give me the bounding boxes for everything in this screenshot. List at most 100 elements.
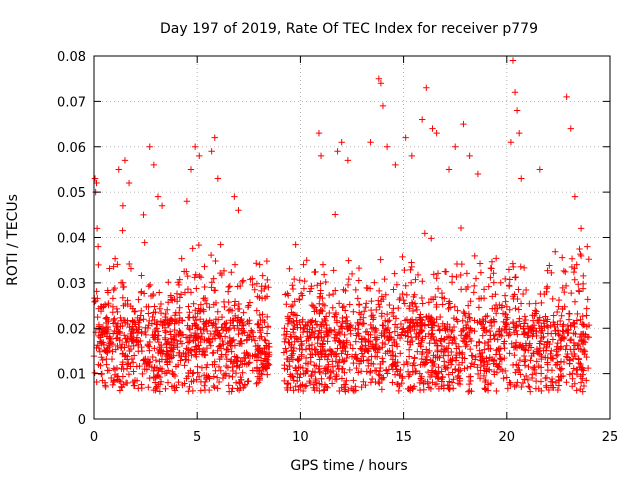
data-point	[197, 338, 204, 346]
data-point	[113, 305, 121, 313]
data-point	[138, 347, 146, 355]
data-point	[114, 342, 121, 350]
data-point	[317, 343, 325, 350]
data-point	[186, 383, 193, 391]
data-point	[472, 275, 480, 282]
data-point	[349, 345, 357, 352]
data-point	[482, 386, 489, 393]
data-point	[159, 318, 167, 326]
data-point	[554, 339, 561, 347]
data-point	[94, 243, 102, 250]
data-point	[280, 349, 288, 356]
data-point	[429, 379, 436, 386]
data-point	[375, 75, 383, 82]
data-point	[536, 314, 543, 321]
data-point	[175, 309, 183, 316]
data-point	[564, 354, 572, 361]
data-point	[570, 355, 577, 363]
data-point	[454, 307, 461, 314]
data-point	[131, 318, 138, 326]
data-point	[570, 339, 578, 347]
data-point	[259, 272, 266, 279]
data-point	[547, 350, 554, 358]
data-point	[243, 361, 250, 368]
data-point	[114, 261, 121, 268]
data-point	[501, 344, 508, 352]
data-point	[297, 341, 305, 349]
data-point	[467, 363, 474, 370]
data-point	[368, 353, 375, 360]
data-point	[156, 346, 163, 353]
data-point	[191, 274, 198, 281]
data-point	[162, 385, 169, 392]
data-point	[302, 382, 310, 389]
data-point	[210, 349, 217, 356]
data-point	[417, 311, 424, 318]
data-point	[385, 337, 392, 344]
data-point	[191, 329, 199, 337]
data-point	[266, 343, 273, 351]
data-point	[209, 322, 216, 329]
data-point	[316, 380, 323, 387]
data-point	[577, 316, 584, 323]
data-point	[370, 345, 377, 352]
data-point	[560, 358, 568, 366]
data-point	[263, 293, 271, 300]
data-point	[238, 340, 246, 347]
data-point	[215, 331, 222, 338]
data-point	[531, 364, 538, 371]
data-point	[577, 252, 585, 260]
data-point	[418, 116, 426, 123]
data-point	[353, 364, 360, 372]
data-point	[261, 351, 269, 358]
data-point	[460, 120, 467, 128]
data-point	[254, 346, 261, 353]
data-point	[124, 353, 131, 360]
data-point	[492, 255, 500, 262]
data-point	[192, 313, 199, 321]
data-point	[568, 255, 576, 262]
data-point	[427, 335, 435, 342]
data-point	[238, 325, 246, 332]
data-point	[484, 381, 492, 388]
data-point	[151, 303, 158, 310]
data-point	[466, 152, 473, 160]
data-point	[332, 358, 340, 365]
data-point	[390, 336, 398, 344]
data-point	[124, 300, 131, 308]
data-point	[504, 385, 512, 392]
data-point	[151, 345, 158, 352]
data-point	[283, 300, 290, 308]
data-point	[294, 324, 301, 331]
data-point	[376, 380, 383, 387]
data-point	[328, 380, 336, 387]
data-point	[214, 327, 221, 334]
data-point	[287, 303, 295, 310]
data-point	[503, 303, 511, 310]
data-point	[197, 326, 204, 333]
data-point	[341, 369, 348, 376]
data-point	[163, 341, 170, 348]
data-point	[518, 383, 525, 391]
data-point	[577, 331, 585, 338]
data-point	[339, 365, 347, 372]
data-point	[141, 239, 148, 246]
data-point	[302, 322, 310, 329]
data-point	[162, 329, 170, 336]
data-point	[128, 327, 135, 335]
data-point	[566, 337, 574, 344]
data-point	[452, 340, 460, 347]
data-point	[559, 305, 566, 313]
data-point	[234, 283, 241, 290]
data-point	[239, 277, 247, 284]
data-point	[289, 282, 296, 289]
data-point	[367, 321, 374, 329]
data-point	[426, 347, 433, 355]
data-point	[538, 334, 546, 342]
data-point	[452, 365, 459, 373]
data-point	[465, 373, 473, 380]
data-point	[446, 378, 453, 385]
data-point	[146, 347, 153, 354]
data-point	[211, 287, 219, 294]
data-point	[425, 321, 432, 329]
